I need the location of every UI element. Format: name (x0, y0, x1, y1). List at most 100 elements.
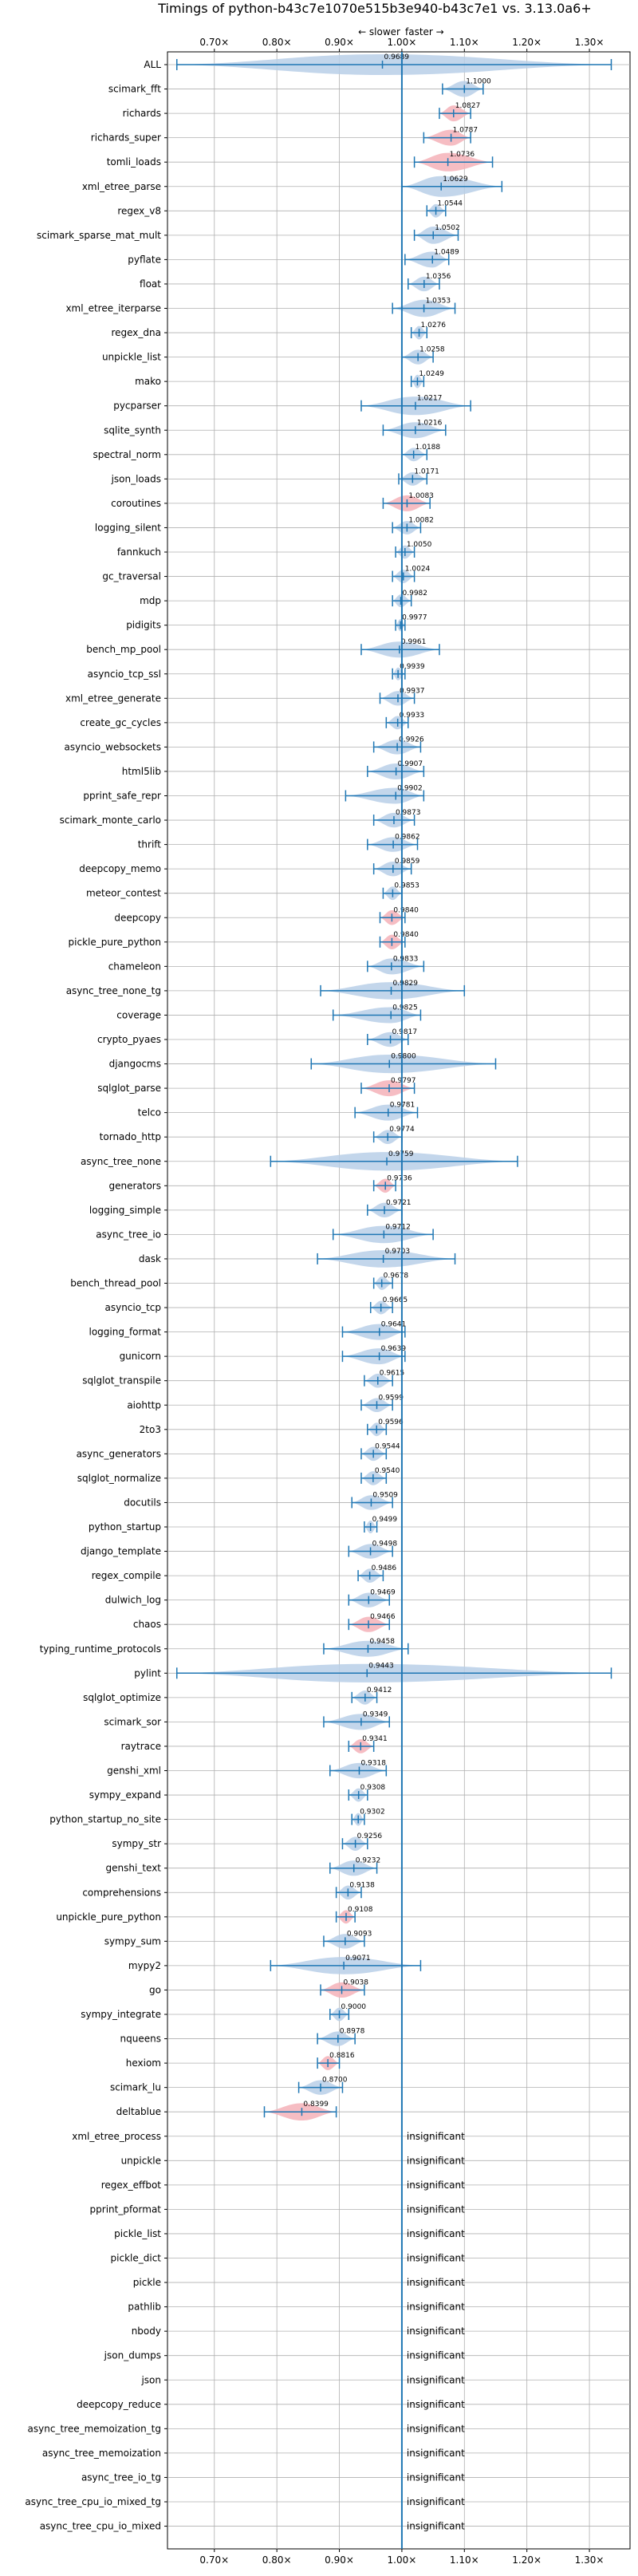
violin-value-label: 0.8700 (322, 2077, 348, 2085)
violin-generators: 0.9736 (372, 1174, 412, 1193)
violin-value-label: 0.9466 (370, 1613, 396, 1621)
violin-value-label: 0.9937 (400, 687, 425, 695)
benchmark-label: deepcopy (114, 912, 161, 923)
violin-sqlglot_normalize: 0.9540 (360, 1467, 400, 1485)
benchmark-label: richards (123, 108, 161, 119)
benchmark-label: regex_compile (92, 1570, 161, 1581)
benchmark-label: python_startup_no_site (49, 1814, 161, 1825)
insignificant-label: insignificant (407, 2423, 465, 2434)
violin-pprint_safe_repr: 0.9902 (345, 785, 425, 804)
violin-unpickle_pure_python: 0.9108 (335, 1906, 373, 1924)
insignificant-label: insignificant (407, 2302, 465, 2313)
benchmark-label: nbody (132, 2326, 161, 2337)
violin-value-label: 0.9093 (347, 1930, 372, 1938)
violin-value-label: 0.9736 (387, 1174, 412, 1182)
benchmark-label: meteor_contest (86, 888, 161, 899)
benchmark-label: sympy_expand (89, 1789, 161, 1801)
violin-value-label: 0.9000 (341, 2003, 367, 2011)
violin-sqlglot_optimize: 0.9412 (351, 1686, 392, 1705)
violin-sqlglot_transpile: 0.9615 (364, 1370, 404, 1388)
x-tick-label-bottom: 1.10× (450, 2554, 479, 2566)
violin-djangocms: 0.9800 (310, 1053, 497, 1074)
violin-value-label: 1.0353 (426, 298, 451, 306)
violin-regex_v8: 1.0544 (426, 199, 463, 218)
violin-value-label: 0.9256 (357, 1832, 383, 1840)
benchmark-label: spectral_norm (93, 449, 161, 460)
violin-value-label: 0.9232 (356, 1857, 381, 1865)
benchmark-label: sqlglot_transpile (82, 1375, 161, 1387)
violin-genshi_text: 0.9232 (329, 1857, 381, 1876)
benchmark-label: 2to3 (140, 1424, 161, 1435)
violin-value-label: 1.0024 (405, 566, 431, 574)
benchmark-label: json_dumps (104, 2350, 161, 2361)
benchmark-label: sqlglot_normalize (77, 1473, 161, 1484)
violin-scimark_fft: 1.1000 (442, 78, 491, 97)
violin-value-label: 0.9829 (393, 980, 419, 988)
benchmark-label: sqlite_synth (104, 424, 161, 436)
insignificant-label: insignificant (407, 2521, 465, 2532)
chart-title: Timings of python-b43c7e1070e515b3e940-b… (157, 1, 592, 16)
violin-sympy_expand: 0.9308 (348, 1784, 385, 1802)
violin-regex_compile: 0.9486 (357, 1564, 396, 1583)
insignificant-label: insignificant (407, 2374, 465, 2385)
benchmark-label: crypto_pyaes (97, 1034, 161, 1045)
violin-value-label: 1.0082 (408, 516, 434, 524)
benchmark-label: scimark_sor (104, 1716, 161, 1727)
benchmark-label: async_tree_io_tg (81, 2471, 161, 2483)
x-tick-label-top: 0.80× (262, 37, 292, 48)
violin-tomli_loads: 1.0736 (413, 151, 494, 172)
violin-value-label: 1.0356 (426, 273, 451, 281)
violin-scimark_sparse_mat_mult: 1.0502 (413, 224, 460, 244)
insignificant-label: insignificant (407, 2471, 465, 2483)
x-tick-label-bottom: 0.80× (262, 2554, 292, 2566)
violin-chameleon: 0.9833 (367, 955, 425, 975)
violin-regex_dna: 1.0276 (410, 322, 446, 340)
violin-aiohttp: 0.9599 (360, 1394, 404, 1413)
benchmark-label: unpickle_pure_python (56, 1911, 161, 1923)
plot-area (167, 51, 631, 2550)
violin-value-label: 0.9498 (372, 1540, 398, 1548)
benchmark-label: pickle_dict (111, 2253, 162, 2264)
benchmark-label: bench_thread_pool (70, 1278, 161, 1289)
violin-xml_etree_generate: 0.9937 (379, 687, 425, 706)
violin-bench_thread_pool: 0.9678 (372, 1272, 408, 1290)
benchmark-label: xml_etree_process (72, 2131, 161, 2142)
violin-coverage: 0.9825 (332, 1004, 422, 1024)
benchmark-label: djangocms (109, 1059, 161, 1070)
violin-value-label: 0.9108 (348, 1906, 373, 1914)
violin-scimark_sor: 0.9349 (323, 1710, 390, 1730)
benchmark-label: docutils (124, 1497, 161, 1508)
benchmark-label: sympy_integrate (81, 2009, 161, 2020)
benchmark-label: pidigits (126, 620, 161, 631)
benchmark-label: scimark_fft (108, 84, 161, 95)
benchmark-label: chaos (133, 1619, 161, 1630)
violin-value-label: 0.9759 (388, 1150, 414, 1158)
violin-value-label: 0.9443 (368, 1662, 394, 1670)
violin-value-label: 0.8399 (303, 2101, 329, 2109)
violin-value-label: 0.9499 (372, 1516, 398, 1524)
violin-value-label: 0.9873 (396, 809, 420, 817)
violin-dask: 0.9703 (317, 1248, 456, 1268)
violin-value-label: 0.9544 (375, 1442, 400, 1450)
benchmark-label: coroutines (111, 498, 161, 509)
violin-logging_format: 0.9641 (341, 1321, 406, 1340)
violin-chaos: 0.9466 (348, 1613, 396, 1632)
benchmark-label: async_tree_cpu_io_mixed (40, 2521, 161, 2532)
x-tick-label-top: 1.10× (450, 37, 479, 48)
benchmark-label: django_template (81, 1546, 161, 1557)
violin-value-label: 1.0489 (434, 248, 459, 256)
violin-value-label: 0.9509 (372, 1491, 398, 1499)
benchmark-label: unpickle (121, 2155, 161, 2166)
violin-value-label: 0.9341 (362, 1735, 388, 1743)
benchmark-label: pprint_pformat (90, 2203, 162, 2215)
violin-html5lib: 0.9907 (367, 760, 425, 779)
violin-value-label: 0.9859 (395, 858, 420, 866)
insignificant-label: insignificant (407, 2496, 465, 2507)
violin-thrift: 0.9862 (367, 834, 420, 852)
violin-value-label: 0.9302 (360, 1809, 385, 1817)
benchmark-label: ALL (144, 59, 161, 70)
violin-2to3: 0.9596 (367, 1418, 404, 1437)
benchmark-label: sqlglot_parse (97, 1083, 161, 1094)
benchmark-label: async_tree_memoization_tg (28, 2423, 161, 2434)
